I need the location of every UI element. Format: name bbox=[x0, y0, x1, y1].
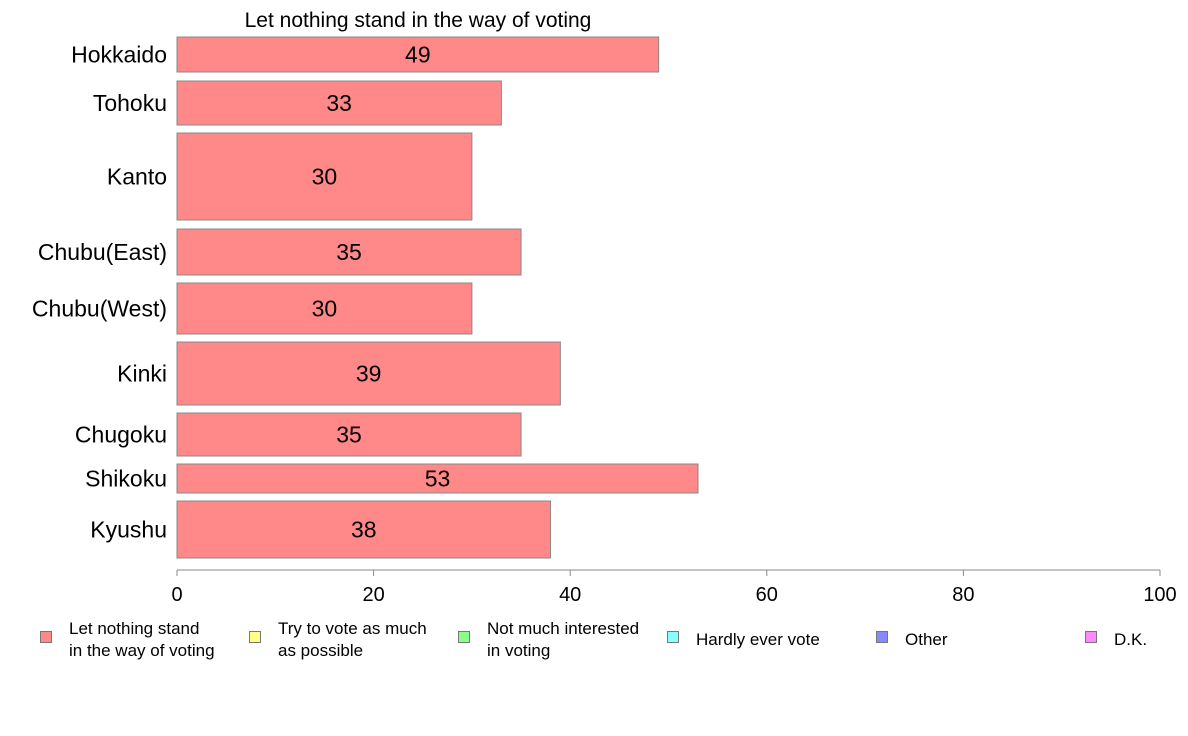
bar-group: Kinki 39 bbox=[117, 341, 561, 406]
bar bbox=[176, 282, 473, 335]
bar bbox=[176, 500, 552, 559]
legend-item-let-nothing-stand: Let nothing stand in the way of voting bbox=[40, 618, 215, 662]
category-label: Tohoku bbox=[93, 90, 167, 116]
data-label: 30 bbox=[312, 164, 338, 190]
legend-item-not-much-interested: Not much interested in voting bbox=[458, 618, 639, 662]
category-label: Kanto bbox=[107, 164, 167, 190]
category-label: Shikoku bbox=[85, 466, 167, 492]
legend-label: Hardly ever vote bbox=[696, 630, 820, 649]
chart-title: Let nothing stand in the way of voting bbox=[245, 9, 592, 32]
legend-item-try-to-vote: Try to vote as much as possible bbox=[249, 618, 427, 662]
bar-chart: Let nothing stand in the way of voting H… bbox=[32, 9, 1177, 606]
legend-label: Not much interested in voting bbox=[487, 619, 640, 660]
data-label: 39 bbox=[356, 361, 382, 387]
x-tick-label: 100 bbox=[1143, 584, 1176, 606]
bar bbox=[176, 80, 502, 126]
category-label: Hokkaido bbox=[71, 42, 167, 68]
x-tick-label: 0 bbox=[171, 584, 182, 606]
category-label: Chugoku bbox=[75, 422, 167, 448]
x-axis: 0 20 40 60 80 100 bbox=[171, 569, 1177, 606]
x-tick-label: 80 bbox=[952, 584, 974, 606]
data-label: 53 bbox=[425, 466, 451, 492]
data-label: 49 bbox=[405, 42, 431, 68]
data-label: 35 bbox=[336, 239, 362, 265]
data-label: 38 bbox=[351, 517, 377, 543]
category-label: Kyushu bbox=[90, 517, 167, 543]
legend-label: D.K. bbox=[1114, 630, 1148, 649]
category-label: Chubu(West) bbox=[32, 296, 167, 322]
legend-label: Let nothing stand in the way of voting bbox=[69, 619, 215, 660]
legend-item-other: Other bbox=[876, 618, 948, 651]
bar bbox=[176, 36, 660, 73]
x-tick-label: 20 bbox=[362, 584, 384, 606]
legend: Let nothing stand in the way of voting T… bbox=[0, 618, 1188, 678]
legend-swatch-blue bbox=[876, 631, 888, 643]
category-label: Kinki bbox=[117, 361, 167, 387]
bar bbox=[176, 412, 522, 457]
legend-item-hardly-ever-vote: Hardly ever vote bbox=[667, 618, 820, 651]
bar-group: Hokkaido 49 bbox=[71, 36, 660, 73]
legend-swatch-yellow bbox=[249, 631, 261, 643]
bar bbox=[176, 228, 522, 276]
legend-swatch-magenta bbox=[1085, 631, 1097, 643]
legend-item-dk: D.K. bbox=[1085, 618, 1147, 651]
bar-group: Shikoku 53 bbox=[85, 463, 699, 494]
bar-group: Tohoku 33 bbox=[93, 80, 502, 126]
bar-group: Kyushu 38 bbox=[90, 500, 552, 559]
data-label: 35 bbox=[336, 422, 362, 448]
bar bbox=[176, 463, 699, 494]
bar bbox=[176, 132, 473, 221]
data-label: 33 bbox=[326, 90, 352, 116]
bar-group: Chubu(East) 35 bbox=[38, 228, 522, 276]
bar-group: Chugoku 35 bbox=[75, 412, 522, 457]
legend-swatch-red bbox=[40, 631, 52, 643]
data-label: 30 bbox=[312, 296, 338, 322]
x-tick-label: 60 bbox=[756, 584, 778, 606]
legend-swatch-green bbox=[458, 631, 470, 643]
legend-swatch-cyan bbox=[667, 631, 679, 643]
bar bbox=[176, 341, 561, 406]
legend-label: Try to vote as much as possible bbox=[278, 619, 427, 660]
bar-group: Chubu(West) 30 bbox=[32, 282, 473, 335]
x-tick-label: 40 bbox=[559, 584, 581, 606]
bar-group: Kanto 30 bbox=[107, 132, 473, 221]
legend-label: Other bbox=[905, 630, 948, 649]
category-label: Chubu(East) bbox=[38, 239, 167, 265]
